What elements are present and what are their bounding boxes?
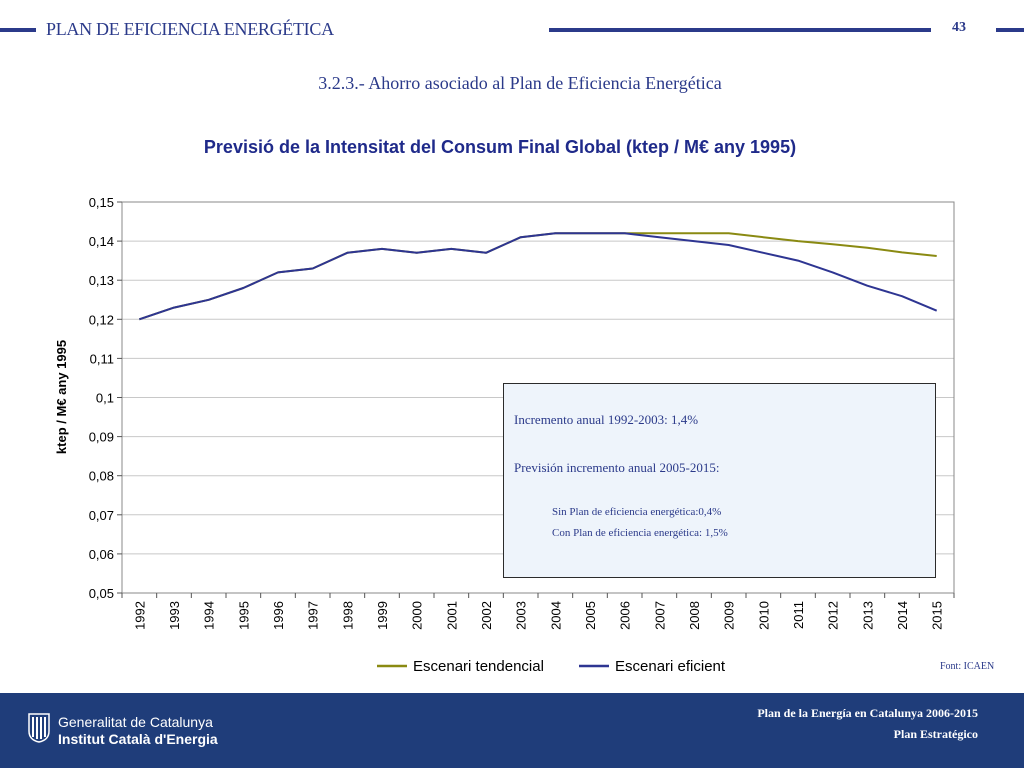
axes: 0,05 0,06 0,07 0,08 0,09 0,1 0,11 0,12 0,13 0,14 0… [89,195,955,630]
y-tick-label: 0,09 [89,430,114,445]
annotation-box: Incremento anual 1992-2003: 1,4% Previsi… [503,383,936,578]
x-tick-label: 1999 [375,601,390,630]
header-bar-right [549,28,931,32]
x-tick-label: 2005 [583,601,598,630]
header-title: PLAN DE EFICIENCIA ENERGÉTICA [46,19,334,39]
x-tick-label: 2007 [652,601,667,630]
y-axis-label: ktep / M€ any 1995 [54,340,69,454]
x-tick-label: 2009 [722,601,737,630]
y-tick-label: 0,15 [89,195,114,210]
legend-label: Escenari eficient [615,658,726,675]
header-bar-left [0,28,36,32]
generalitat-logo-icon [28,713,50,743]
series-line-eficient [138,232,938,321]
footer-plan-subtitle: Plan Estratégico [893,727,978,741]
x-tick-label: 2000 [410,601,425,630]
x-tick-label: 1995 [236,601,251,630]
source-note: Font: ICAEN [940,661,995,672]
x-tick-label: 2012 [826,601,841,630]
x-tick-label: 2014 [895,601,910,630]
x-tick-label: 1996 [271,601,286,630]
series-line-tendencial [138,232,937,321]
org-name-generalitat: Generalitat de Catalunya [58,714,213,730]
y-tick-label: 0,12 [89,312,114,327]
y-tick-label: 0,06 [89,547,114,562]
footer-plan-title: Plan de la Energía en Catalunya 2006-201… [757,706,978,720]
org-name-institut: Institut Català d'Energia [58,731,218,747]
x-tick-label: 1998 [340,601,355,630]
annotation-line-3: Sin Plan de eficiencia energética:0,4% [552,506,722,518]
x-tick-label: 1993 [167,601,182,630]
annotation-line-1: Incremento anual 1992-2003: 1,4% [514,412,699,427]
y-tick-label: 0,13 [89,273,114,288]
x-tick-label: 2004 [548,601,563,630]
x-tick-label: 2008 [687,601,702,630]
y-tick-label: 0,1 [96,391,114,406]
x-tick-label: 1992 [132,601,147,630]
x-tick-label: 2010 [756,601,771,630]
x-tick-label: 2001 [444,601,459,630]
header-bar-end [996,28,1024,32]
x-tick-label: 2013 [860,601,875,630]
x-tick-label: 2006 [618,601,633,630]
y-tick-label: 0,08 [89,469,114,484]
y-tick-label: 0,14 [89,234,114,249]
y-tick-label: 0,05 [89,586,114,601]
legend: Escenari tendencial Escenari eficient [377,658,726,675]
page-number: 43 [952,20,966,35]
y-tick-label: 0,07 [89,508,114,523]
y-tick-label: 0,11 [90,351,114,366]
annotation-line-2: Previsión incremento anual 2005-2015: [514,460,720,475]
series [138,232,938,321]
x-tick-label: 2003 [514,601,529,630]
x-tick-label: 2011 [791,601,806,629]
line-chart: 0,05 0,06 0,07 0,08 0,09 0,1 0,11 0,12 0,13 0,14 0… [54,195,955,675]
x-tick-label: 1994 [202,601,217,630]
x-tick-label: 1997 [306,601,321,630]
section-title: 3.2.3.- Ahorro asociado al Plan de Efici… [318,73,722,93]
x-tick-label: 2015 [930,601,945,630]
legend-label: Escenari tendencial [413,658,544,675]
footer-bar: Generalitat de Catalunya Institut Català… [0,693,1024,768]
chart-title: Previsió de la Intensitat del Consum Fin… [203,137,797,157]
x-tick-label: 2002 [479,601,494,630]
annotation-line-4: Con Plan de eficiencia energética: 1,5% [552,527,728,539]
